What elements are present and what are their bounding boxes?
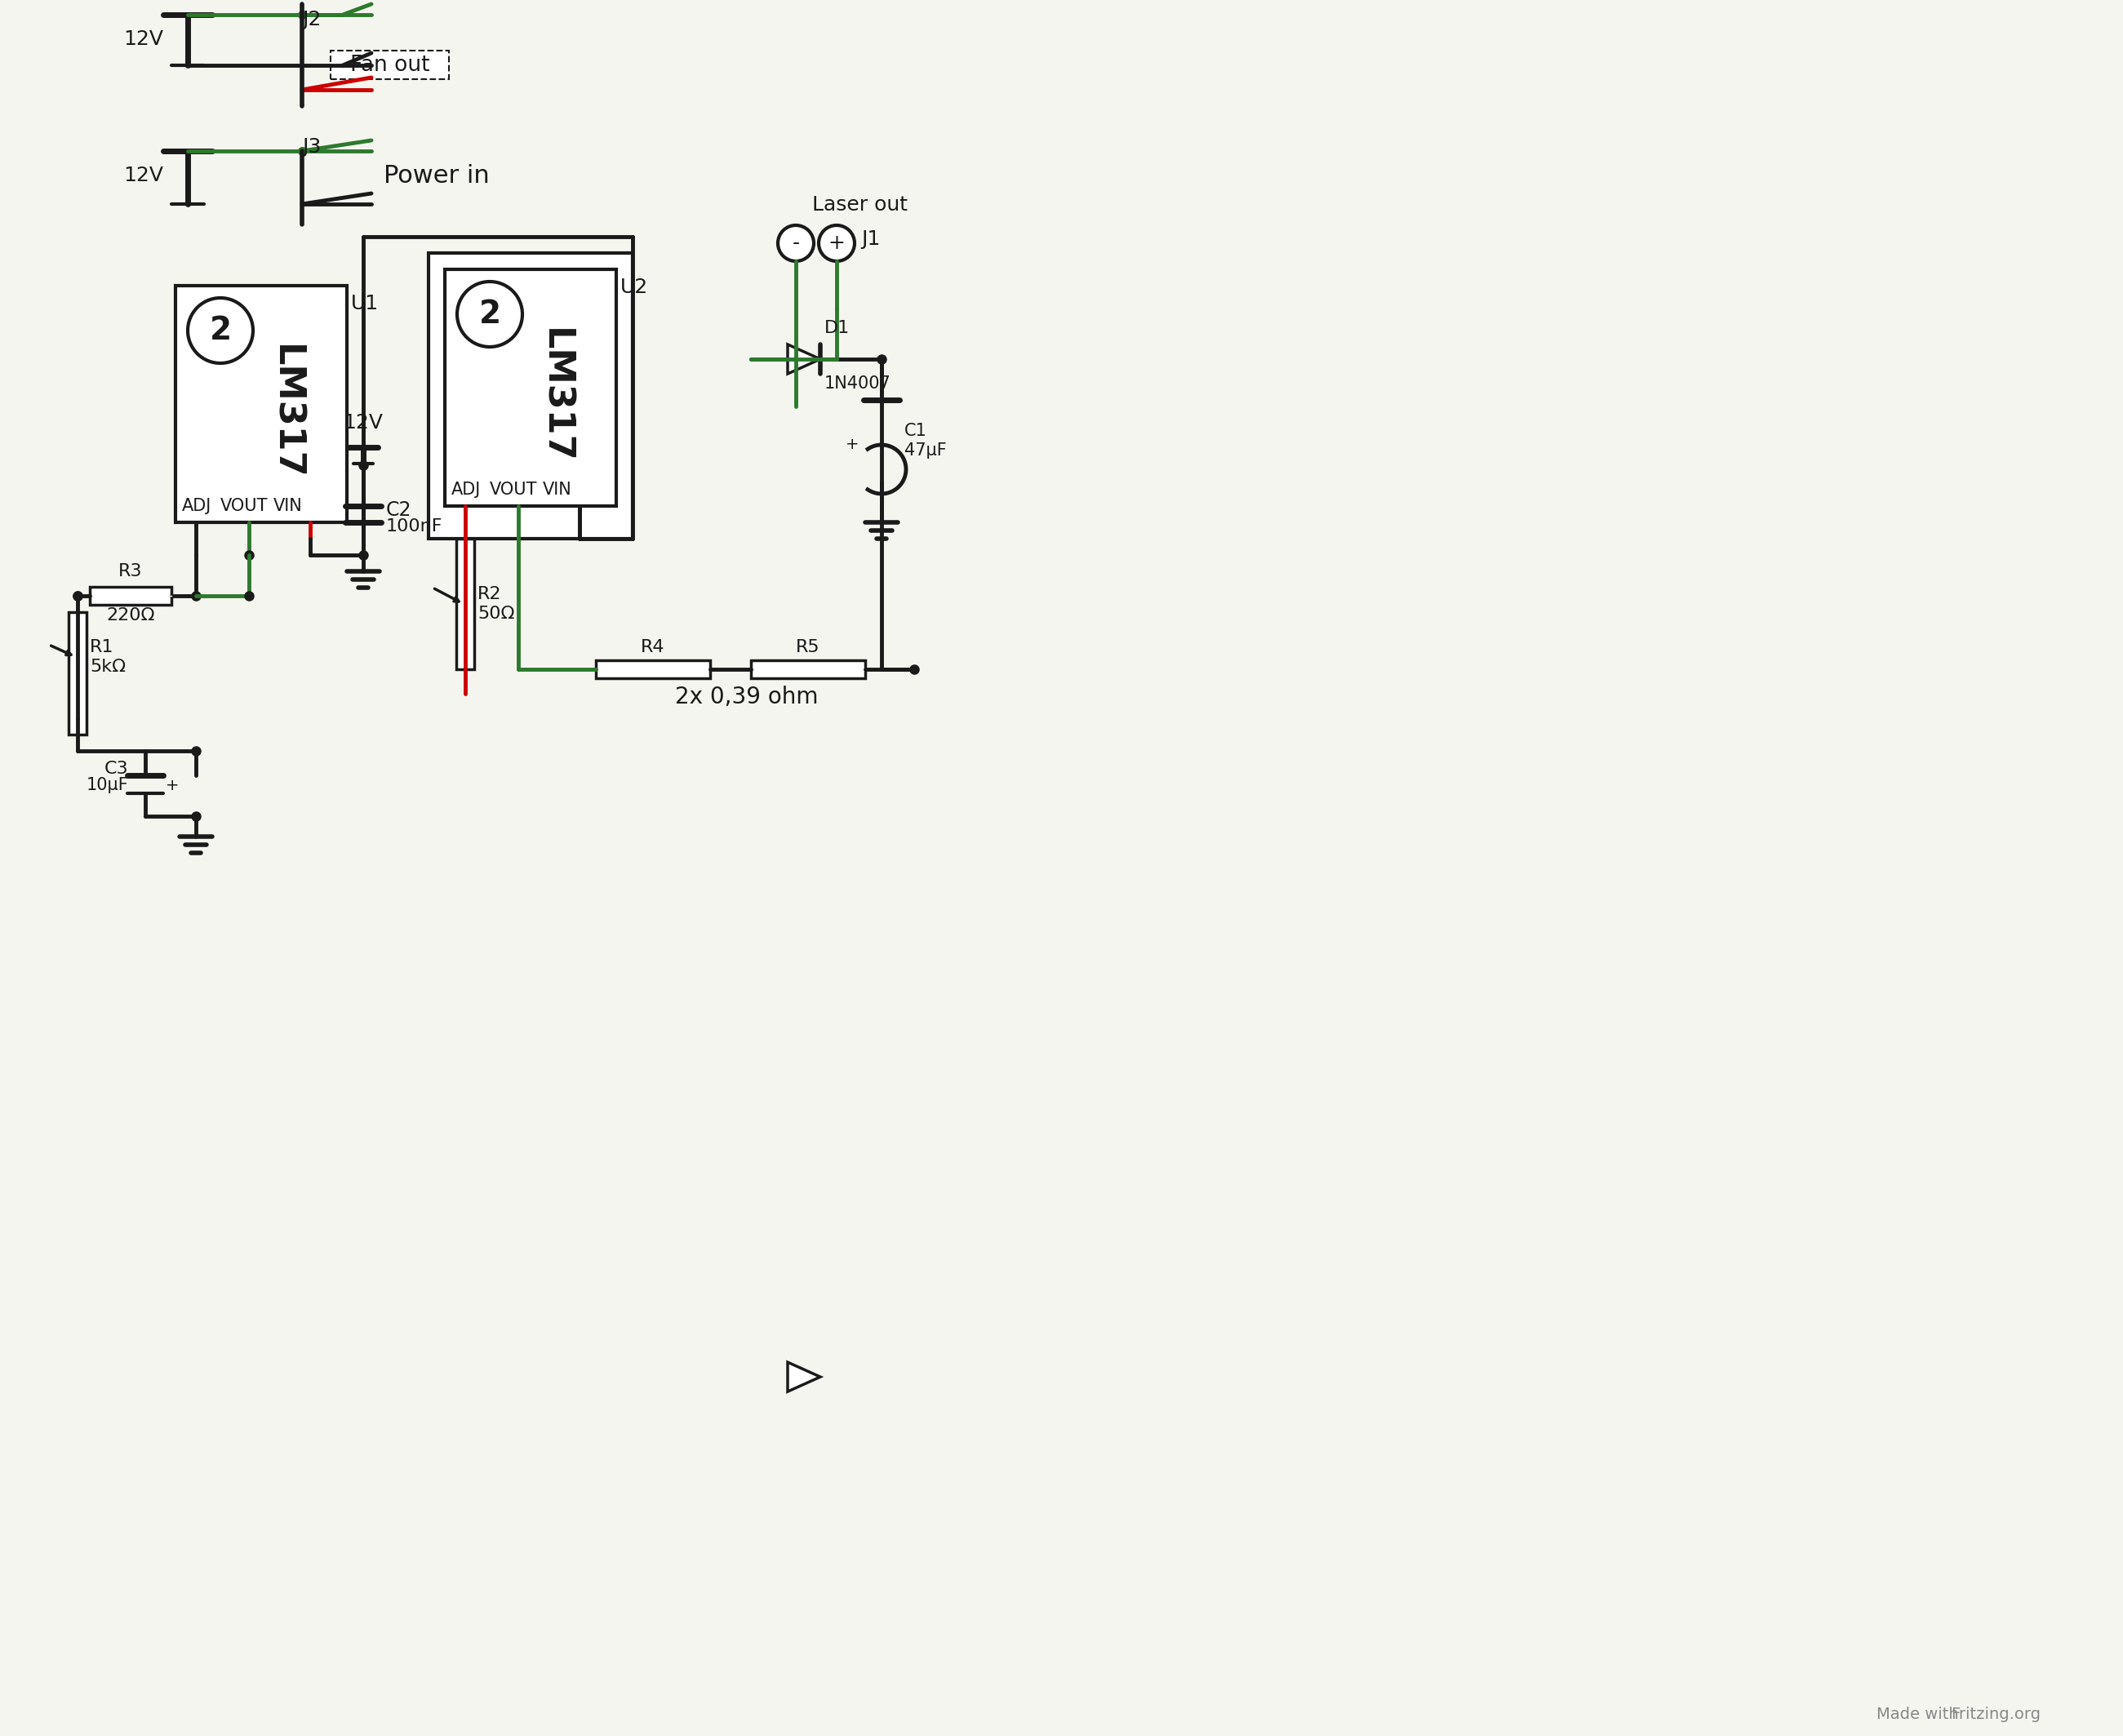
Bar	[446, 269, 616, 505]
Text: ADJ: ADJ	[452, 481, 482, 498]
Text: R2
50Ω: R2 50Ω	[478, 587, 514, 621]
Text: C3: C3	[104, 760, 130, 778]
Text: C1
47μF: C1 47μF	[904, 424, 947, 458]
Text: J3: J3	[301, 137, 321, 156]
Circle shape	[456, 281, 522, 347]
Text: U1: U1	[350, 293, 378, 314]
Polygon shape	[788, 344, 819, 373]
Text: R4: R4	[641, 639, 664, 656]
Text: +: +	[828, 233, 845, 253]
Circle shape	[187, 299, 253, 363]
Bar	[597, 660, 709, 679]
Bar	[89, 587, 172, 604]
Text: Fritzing.org: Fritzing.org	[1951, 1706, 2040, 1722]
Text: Fan out: Fan out	[350, 54, 431, 76]
Text: Made with: Made with	[1877, 1706, 1960, 1722]
Text: 12V: 12V	[344, 413, 384, 432]
Circle shape	[777, 226, 813, 260]
Text: LM317: LM317	[537, 328, 573, 464]
Text: J1: J1	[862, 229, 881, 248]
Bar	[456, 538, 473, 670]
Text: ADJ: ADJ	[183, 498, 212, 514]
Text: R3: R3	[119, 562, 142, 580]
Text: +: +	[166, 778, 178, 793]
Text: 100nF: 100nF	[386, 519, 444, 535]
Text: -: -	[792, 233, 800, 253]
Bar	[429, 253, 633, 538]
Bar	[176, 286, 346, 523]
Text: 10μF: 10μF	[87, 778, 130, 793]
Text: 220Ω: 220Ω	[106, 608, 155, 623]
Text: 2x 0,39 ohm: 2x 0,39 ohm	[675, 686, 819, 708]
Text: VOUT: VOUT	[490, 481, 537, 498]
Text: VIN: VIN	[543, 481, 571, 498]
Text: R1
5kΩ: R1 5kΩ	[89, 639, 125, 675]
Text: 2: 2	[478, 299, 501, 330]
Text: 1N4007: 1N4007	[824, 375, 892, 392]
Bar	[331, 50, 448, 80]
Text: R5: R5	[796, 639, 819, 656]
Circle shape	[819, 226, 856, 260]
Text: VIN: VIN	[274, 498, 304, 514]
Text: Laser out: Laser out	[813, 194, 909, 215]
Text: LM317: LM317	[267, 344, 304, 479]
Text: 2: 2	[210, 314, 231, 345]
Text: D1: D1	[824, 319, 849, 337]
Bar	[68, 613, 87, 734]
Text: C2: C2	[386, 500, 412, 519]
Text: U2: U2	[620, 278, 648, 297]
Polygon shape	[788, 1363, 819, 1392]
Text: +: +	[845, 437, 858, 453]
Text: 12V: 12V	[123, 30, 163, 49]
Text: VOUT: VOUT	[221, 498, 267, 514]
Text: J2: J2	[301, 10, 321, 30]
Text: 12V: 12V	[123, 165, 163, 186]
Text: Power in: Power in	[384, 163, 490, 187]
Bar	[752, 660, 866, 679]
